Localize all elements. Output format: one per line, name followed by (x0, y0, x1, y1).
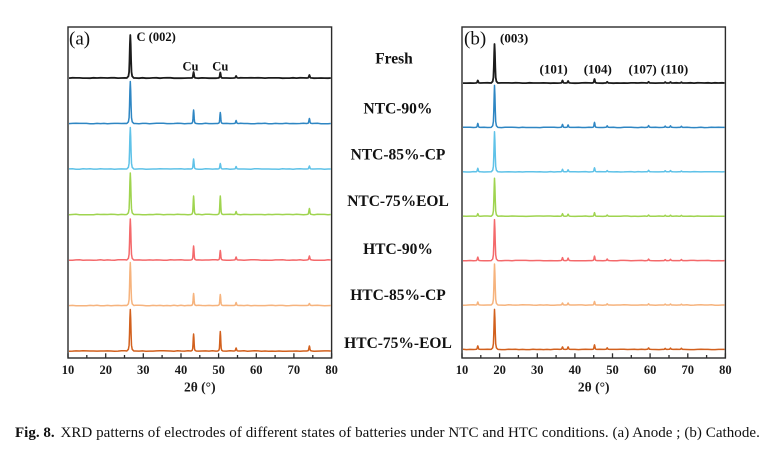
svg-text:HTC-90%: HTC-90% (363, 241, 433, 258)
svg-text:40: 40 (569, 363, 582, 377)
svg-text:70: 70 (288, 363, 301, 377)
svg-text:50: 50 (606, 363, 619, 377)
svg-text:(003): (003) (500, 31, 528, 46)
svg-text:(101): (101) (540, 62, 568, 77)
svg-text:10: 10 (62, 363, 75, 377)
svg-text:2θ (°): 2θ (°) (184, 380, 216, 395)
svg-text:60: 60 (644, 363, 657, 377)
svg-text:NTC-90%: NTC-90% (364, 101, 433, 118)
svg-text:80: 80 (719, 363, 732, 377)
svg-text:HTC-75%-EOL: HTC-75%-EOL (344, 335, 452, 352)
svg-text:Cu: Cu (212, 60, 228, 74)
svg-text:10: 10 (456, 363, 469, 377)
svg-text:2θ (°): 2θ (°) (578, 380, 610, 395)
svg-text:20: 20 (99, 363, 112, 377)
svg-text:50: 50 (212, 363, 225, 377)
svg-text:(a): (a) (69, 29, 90, 50)
svg-text:30: 30 (531, 363, 544, 377)
svg-text:XRD patterns of electrodes of: XRD patterns of electrodes of different … (61, 425, 760, 441)
svg-text:Cu: Cu (183, 60, 199, 74)
svg-text:20: 20 (493, 363, 506, 377)
svg-text:40: 40 (175, 363, 188, 377)
svg-text:30: 30 (137, 363, 150, 377)
svg-text:(104): (104) (584, 62, 612, 77)
svg-text:(110): (110) (661, 62, 688, 77)
svg-text:HTC-85%-CP: HTC-85%-CP (350, 287, 446, 304)
svg-text:NTC-85%-CP: NTC-85%-CP (351, 147, 446, 164)
svg-text:70: 70 (682, 363, 695, 377)
svg-text:(b): (b) (464, 29, 486, 50)
svg-text:60: 60 (250, 363, 263, 377)
svg-text:80: 80 (325, 363, 338, 377)
svg-text:C (002): C (002) (137, 30, 176, 44)
svg-text:Fresh: Fresh (375, 51, 413, 68)
svg-text:(107): (107) (629, 62, 657, 77)
svg-text:NTC-75%EOL: NTC-75%EOL (347, 193, 449, 210)
svg-text:Fig. 8.: Fig. 8. (15, 425, 55, 441)
